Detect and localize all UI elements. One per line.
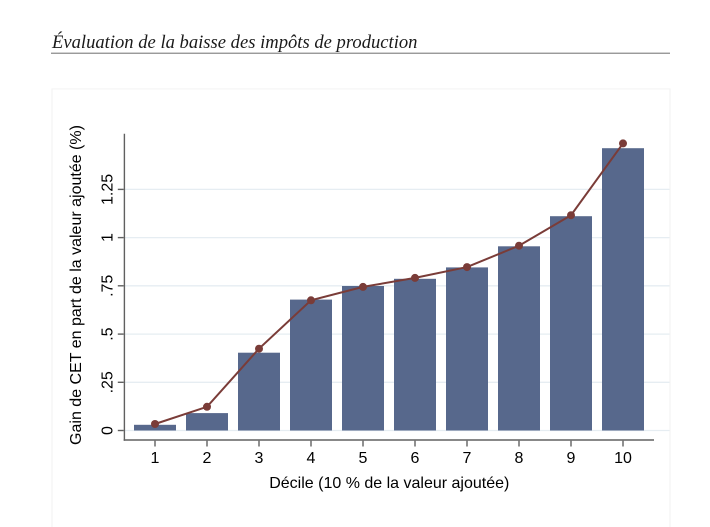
svg-text:.5: .5 bbox=[100, 327, 117, 340]
svg-text:Gain de CET en part de la vale: Gain de CET en part de la valeur ajoutée… bbox=[68, 125, 85, 445]
svg-text:2: 2 bbox=[203, 450, 212, 467]
svg-text:3: 3 bbox=[255, 450, 264, 467]
svg-text:6: 6 bbox=[411, 450, 420, 467]
svg-text:0: 0 bbox=[100, 426, 117, 435]
svg-text:Évaluation de la baisse des im: Évaluation de la baisse des impôts de pr… bbox=[51, 31, 417, 53]
svg-text:.75: .75 bbox=[100, 275, 117, 297]
svg-text:1: 1 bbox=[151, 450, 160, 467]
svg-text:7: 7 bbox=[463, 450, 472, 467]
svg-text:8: 8 bbox=[515, 450, 524, 467]
svg-text:10: 10 bbox=[614, 450, 632, 467]
svg-text:5: 5 bbox=[359, 450, 368, 467]
svg-text:1.25: 1.25 bbox=[100, 174, 117, 205]
svg-text:4: 4 bbox=[307, 450, 316, 467]
svg-text:.25: .25 bbox=[100, 371, 117, 393]
svg-text:Décile (10 % de la valeur ajou: Décile (10 % de la valeur ajoutée) bbox=[269, 475, 509, 492]
svg-text:9: 9 bbox=[567, 450, 576, 467]
svg-text:1: 1 bbox=[100, 233, 117, 242]
